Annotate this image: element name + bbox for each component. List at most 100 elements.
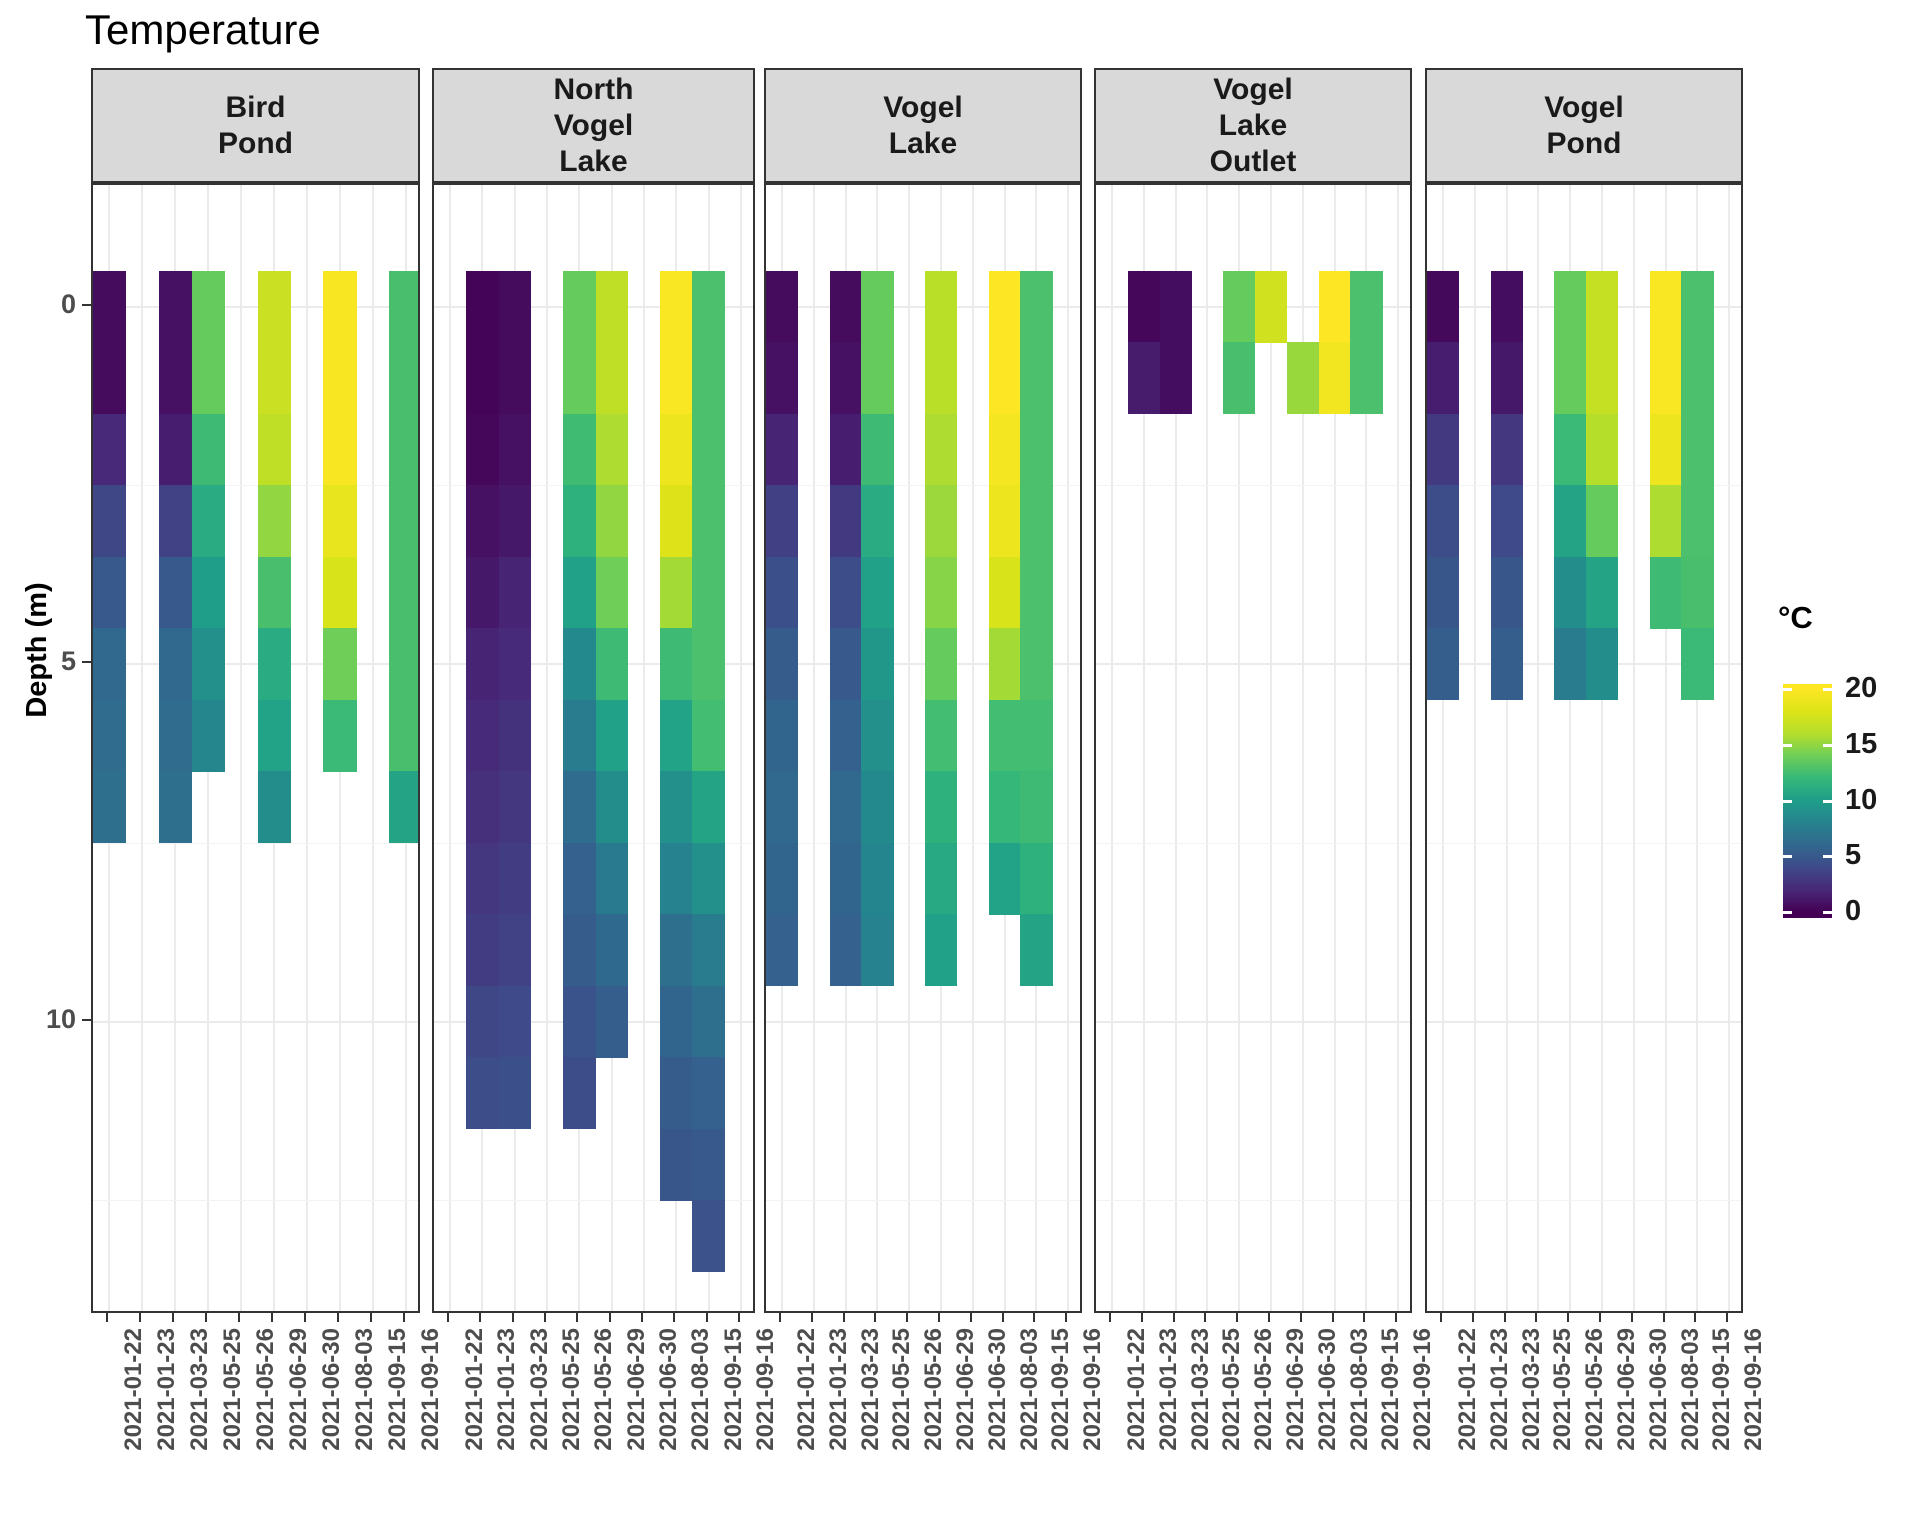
heatmap-tile bbox=[466, 914, 499, 987]
x-tick-mark bbox=[737, 1313, 740, 1322]
gridline-minor bbox=[93, 485, 418, 487]
facet-plot-bird-pond bbox=[91, 183, 420, 1313]
heatmap-tile bbox=[925, 413, 958, 486]
heatmap-tile bbox=[829, 556, 862, 629]
gridline-minor bbox=[766, 485, 1080, 487]
heatmap-tile bbox=[323, 270, 357, 343]
heatmap-tile bbox=[1318, 270, 1351, 343]
heatmap-tile bbox=[563, 1057, 596, 1130]
heatmap-tile bbox=[766, 342, 799, 415]
x-tick-label-date: 2021-09-16 bbox=[751, 1328, 779, 1451]
heatmap-tile bbox=[1159, 270, 1192, 343]
heatmap-tile bbox=[1020, 699, 1053, 772]
heatmap-tile bbox=[389, 699, 418, 772]
heatmap-tile bbox=[660, 413, 693, 486]
x-tick-mark bbox=[1108, 1313, 1111, 1322]
x-tick-label-date: 2021-06-29 bbox=[284, 1328, 312, 1451]
heatmap-tile bbox=[498, 556, 532, 629]
x-tick-label-date: 2021-06-30 bbox=[654, 1328, 682, 1451]
x-tick-label-date: 2021-09-15 bbox=[1377, 1328, 1405, 1451]
heatmap-tile bbox=[829, 628, 862, 701]
gridline-vertical bbox=[1537, 185, 1540, 1311]
x-tick-mark bbox=[906, 1313, 909, 1322]
heatmap-tile bbox=[595, 270, 629, 343]
heatmap-tile bbox=[158, 270, 193, 343]
heatmap-tile bbox=[191, 342, 225, 415]
facet-strip-label: North Vogel Lake bbox=[553, 72, 634, 178]
heatmap-tile bbox=[498, 771, 532, 844]
x-tick-label-date: 2021-01-23 bbox=[1485, 1328, 1513, 1451]
heatmap-tile bbox=[861, 771, 894, 844]
heatmap-tile bbox=[191, 556, 225, 629]
heatmap-tile bbox=[692, 413, 726, 486]
heatmap-tile bbox=[1427, 270, 1460, 343]
heatmap-tile bbox=[1255, 270, 1288, 343]
x-tick-mark bbox=[1694, 1313, 1697, 1322]
gridline-vertical bbox=[1473, 185, 1476, 1311]
x-tick-label-date: 2021-09-16 bbox=[1740, 1328, 1768, 1451]
heatmap-tile bbox=[1586, 270, 1619, 343]
heatmap-tile bbox=[466, 699, 499, 772]
heatmap-tile bbox=[1586, 342, 1619, 415]
x-tick-label-date: 2021-05-26 bbox=[590, 1328, 618, 1451]
gridline-vertical bbox=[1600, 185, 1603, 1311]
heatmap-tile bbox=[1020, 628, 1053, 701]
heatmap-tile bbox=[1427, 342, 1460, 415]
heatmap-tile bbox=[766, 914, 799, 987]
gridline-vertical bbox=[1333, 185, 1336, 1311]
heatmap-tile bbox=[257, 485, 291, 558]
heatmap-tile bbox=[257, 413, 291, 486]
x-tick-label-date: 2021-06-29 bbox=[622, 1328, 650, 1451]
gridline-vertical bbox=[1301, 185, 1304, 1311]
heatmap-tile bbox=[766, 842, 799, 915]
gridline-vertical bbox=[240, 185, 243, 1311]
heatmap-tile bbox=[1127, 270, 1160, 343]
heatmap-tile bbox=[1318, 342, 1351, 415]
heatmap-tile bbox=[93, 628, 127, 701]
x-tick-mark bbox=[1503, 1313, 1506, 1322]
x-tick-mark bbox=[511, 1313, 514, 1322]
x-tick-mark bbox=[969, 1313, 972, 1322]
heatmap-tile bbox=[1681, 556, 1714, 629]
x-tick-mark bbox=[303, 1313, 306, 1322]
gridline-vertical bbox=[371, 185, 374, 1311]
heatmap-tile bbox=[563, 556, 596, 629]
gridline-minor bbox=[1427, 842, 1741, 844]
heatmap-tile bbox=[93, 556, 127, 629]
heatmap-tile bbox=[692, 771, 726, 844]
heatmap-tile bbox=[323, 628, 357, 701]
heatmap-tile bbox=[191, 413, 225, 486]
heatmap-tile bbox=[766, 413, 799, 486]
legend-tick-label: 20 bbox=[1845, 672, 1878, 705]
x-tick-mark bbox=[1726, 1313, 1729, 1322]
heatmap-tile bbox=[988, 628, 1021, 701]
heatmap-tile bbox=[692, 270, 726, 343]
heatmap-tile bbox=[861, 270, 894, 343]
x-tick-mark bbox=[937, 1313, 940, 1322]
heatmap-tile bbox=[1554, 628, 1587, 701]
y-tick-mark bbox=[82, 661, 91, 663]
gridline-minor bbox=[93, 842, 418, 844]
heatmap-tile bbox=[692, 1128, 726, 1201]
heatmap-tile bbox=[1554, 556, 1587, 629]
heatmap-tile bbox=[158, 413, 193, 486]
heatmap-tile bbox=[1490, 342, 1523, 415]
heatmap-tile bbox=[389, 628, 418, 701]
gridline-minor bbox=[766, 842, 1080, 844]
heatmap-tile bbox=[988, 556, 1021, 629]
heatmap-tile bbox=[660, 914, 693, 987]
x-tick-mark bbox=[1065, 1313, 1068, 1322]
x-tick-label-date: 2021-09-15 bbox=[1047, 1328, 1075, 1451]
heatmap-tile bbox=[595, 914, 629, 987]
heatmap-tile bbox=[925, 699, 958, 772]
x-tick-mark bbox=[544, 1313, 547, 1322]
legend-tick-mark bbox=[1823, 688, 1832, 692]
x-tick-label-date: 2021-09-15 bbox=[719, 1328, 747, 1451]
y-tick-label: 0 bbox=[60, 288, 76, 319]
legend-tick-label: 10 bbox=[1845, 783, 1878, 816]
heatmap-tile bbox=[1490, 270, 1523, 343]
heatmap-tile bbox=[660, 985, 693, 1058]
heatmap-tile bbox=[563, 485, 596, 558]
heatmap-tile bbox=[1490, 556, 1523, 629]
heatmap-tile bbox=[466, 413, 499, 486]
